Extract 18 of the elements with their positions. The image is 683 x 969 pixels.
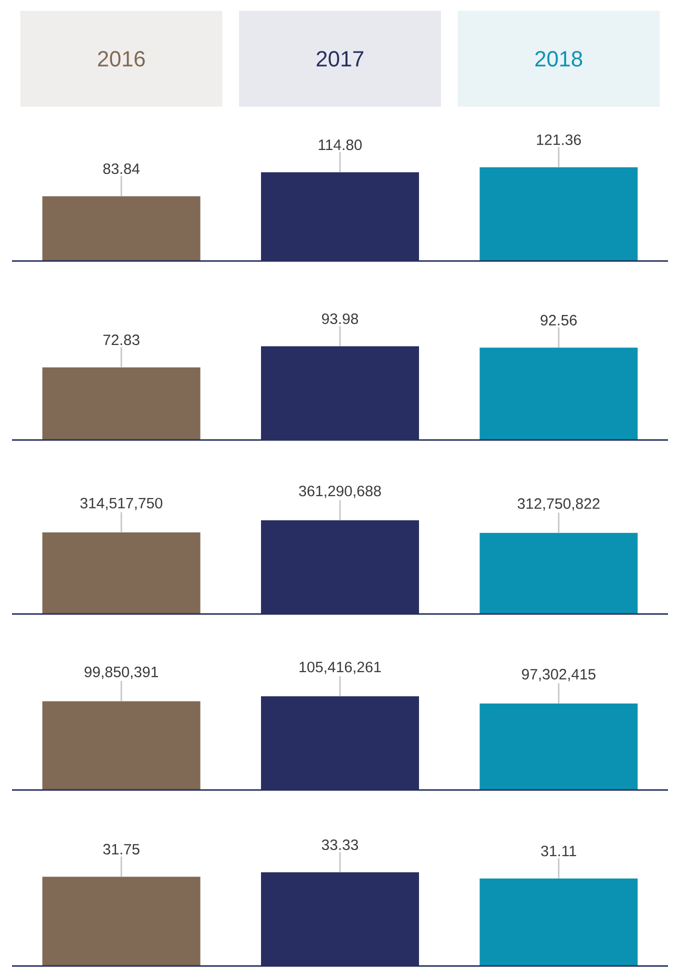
data-label: 92.56 [540, 314, 577, 326]
data-label: 361,290,688 [299, 486, 381, 498]
data-label: 93.98 [322, 313, 358, 324]
data-label: 121.36 [536, 134, 581, 146]
data-label: 97,302,415 [522, 668, 596, 682]
data-label: 31.11 [541, 846, 576, 856]
x-tick-label: 2016 [98, 51, 145, 67]
data-label: 312,750,822 [518, 498, 600, 511]
data-label: 33.33 [322, 839, 358, 850]
x-tick-label: 2018 [535, 51, 582, 67]
data-label: 114.80 [318, 140, 362, 150]
data-label: 314,517,750 [80, 498, 162, 510]
data-label: 83.84 [103, 163, 140, 174]
x-tick-label: 2017 [316, 51, 364, 67]
data-label: 72.83 [103, 334, 140, 346]
data-label: 105,416,261 [300, 662, 381, 674]
data-label: 31.75 [103, 844, 140, 854]
data-label: 99,850,391 [84, 666, 158, 679]
